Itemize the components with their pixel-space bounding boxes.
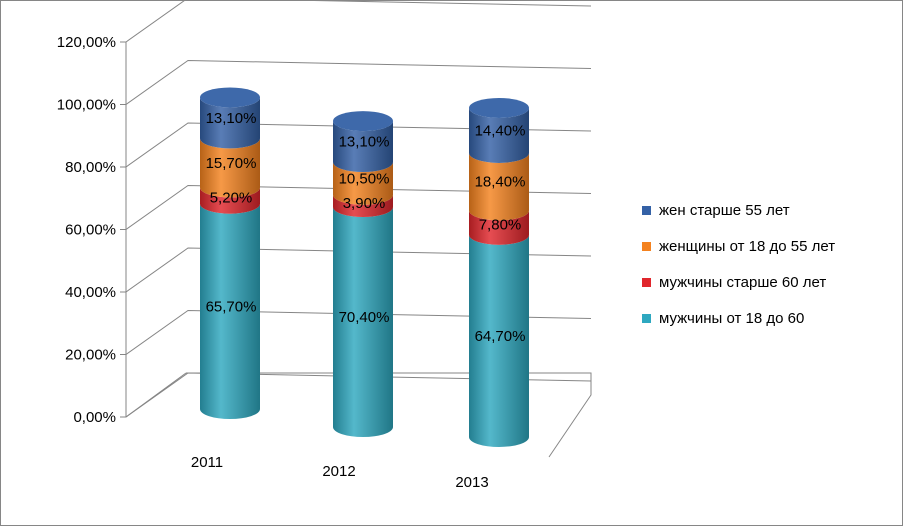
bar-segment [200, 97, 261, 149]
legend-swatch [642, 242, 651, 251]
data-label: 15,70% [206, 155, 257, 172]
bar-segment [469, 234, 529, 447]
bar-segment [333, 162, 393, 205]
x-tick-label: 2011 [191, 454, 223, 471]
legend-label: мужчины старше 60 лет [659, 274, 826, 291]
y-axis: 0,00% 20,00% 40,00% 60,00% 80,00% 100,00% 120,… [57, 34, 116, 426]
bar-segment [333, 121, 393, 172]
data-label: 13,10% [339, 134, 390, 151]
data-label: 18,40% [475, 174, 526, 191]
data-label: 10,50% [339, 170, 390, 187]
data-label: 64,70% [475, 328, 526, 345]
x-tick-label: 2012 [322, 463, 355, 480]
y-tick-label: 40,00% [65, 284, 116, 301]
legend: жен старше 55 лет женщины от 18 до 55 лет… [642, 202, 835, 327]
legend-label: мужчины от 18 до 60 [659, 310, 804, 327]
data-labels: 65,70% 5,20% 15,70% 13,10% 70,40% 3,90% 10,50%… [206, 110, 526, 345]
data-label: 5,20% [210, 190, 253, 207]
bar-segment [200, 187, 261, 214]
y-tick-label: 80,00% [65, 159, 116, 176]
y-tick-label: 60,00% [65, 222, 116, 239]
gridline [120, 59, 592, 105]
data-label: 13,10% [206, 110, 257, 127]
data-label: 3,90% [343, 195, 386, 212]
bar-segment [469, 210, 529, 245]
bar-segment [200, 203, 260, 419]
y-tick-label: 100,00% [57, 97, 116, 114]
x-tick-label: 2013 [455, 474, 488, 491]
bar-top-cap [333, 111, 393, 132]
legend-label: женщины от 18 до 55 лет [659, 238, 835, 255]
bars [200, 87, 529, 447]
y-tick-label: 0,00% [73, 409, 116, 426]
bar-segment [333, 194, 393, 217]
gridlines [120, 1, 592, 418]
y-tick-label: 20,00% [65, 347, 116, 364]
bar-segment [333, 207, 393, 437]
data-label: 65,70% [206, 298, 257, 315]
bar-segment [200, 138, 261, 198]
legend-swatch [642, 206, 651, 215]
bar-top-cap [200, 87, 260, 108]
y-tick-label: 120,00% [57, 34, 116, 51]
data-label: 14,40% [475, 122, 526, 139]
x-axis: 2011 2012 2013 [191, 454, 489, 491]
legend-label: жен старше 55 лет [659, 202, 790, 219]
data-label: 7,80% [479, 217, 522, 234]
legend-swatch [642, 314, 651, 323]
gridline [120, 1, 592, 43]
data-label: 70,40% [339, 309, 390, 326]
bar-segment [469, 107, 529, 163]
bar-segment [469, 152, 529, 221]
legend-swatch [642, 278, 651, 287]
bar-top-cap [469, 97, 529, 118]
